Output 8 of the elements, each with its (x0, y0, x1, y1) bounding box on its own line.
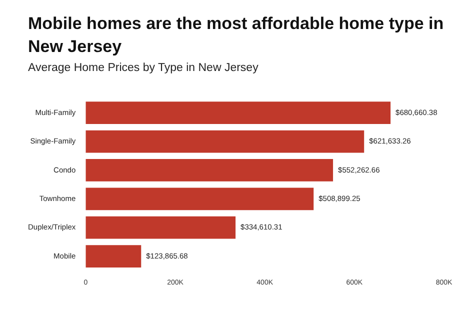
bar (86, 159, 334, 182)
bar (86, 216, 236, 239)
chart-title: Mobile homes are the most affordable home type in New Jersey (28, 13, 445, 58)
bar (86, 245, 142, 268)
bar (86, 188, 314, 210)
bar (86, 130, 364, 153)
bar (86, 102, 391, 124)
chart-subtitle: Average Home Prices by Type in New Jersey (28, 62, 258, 74)
